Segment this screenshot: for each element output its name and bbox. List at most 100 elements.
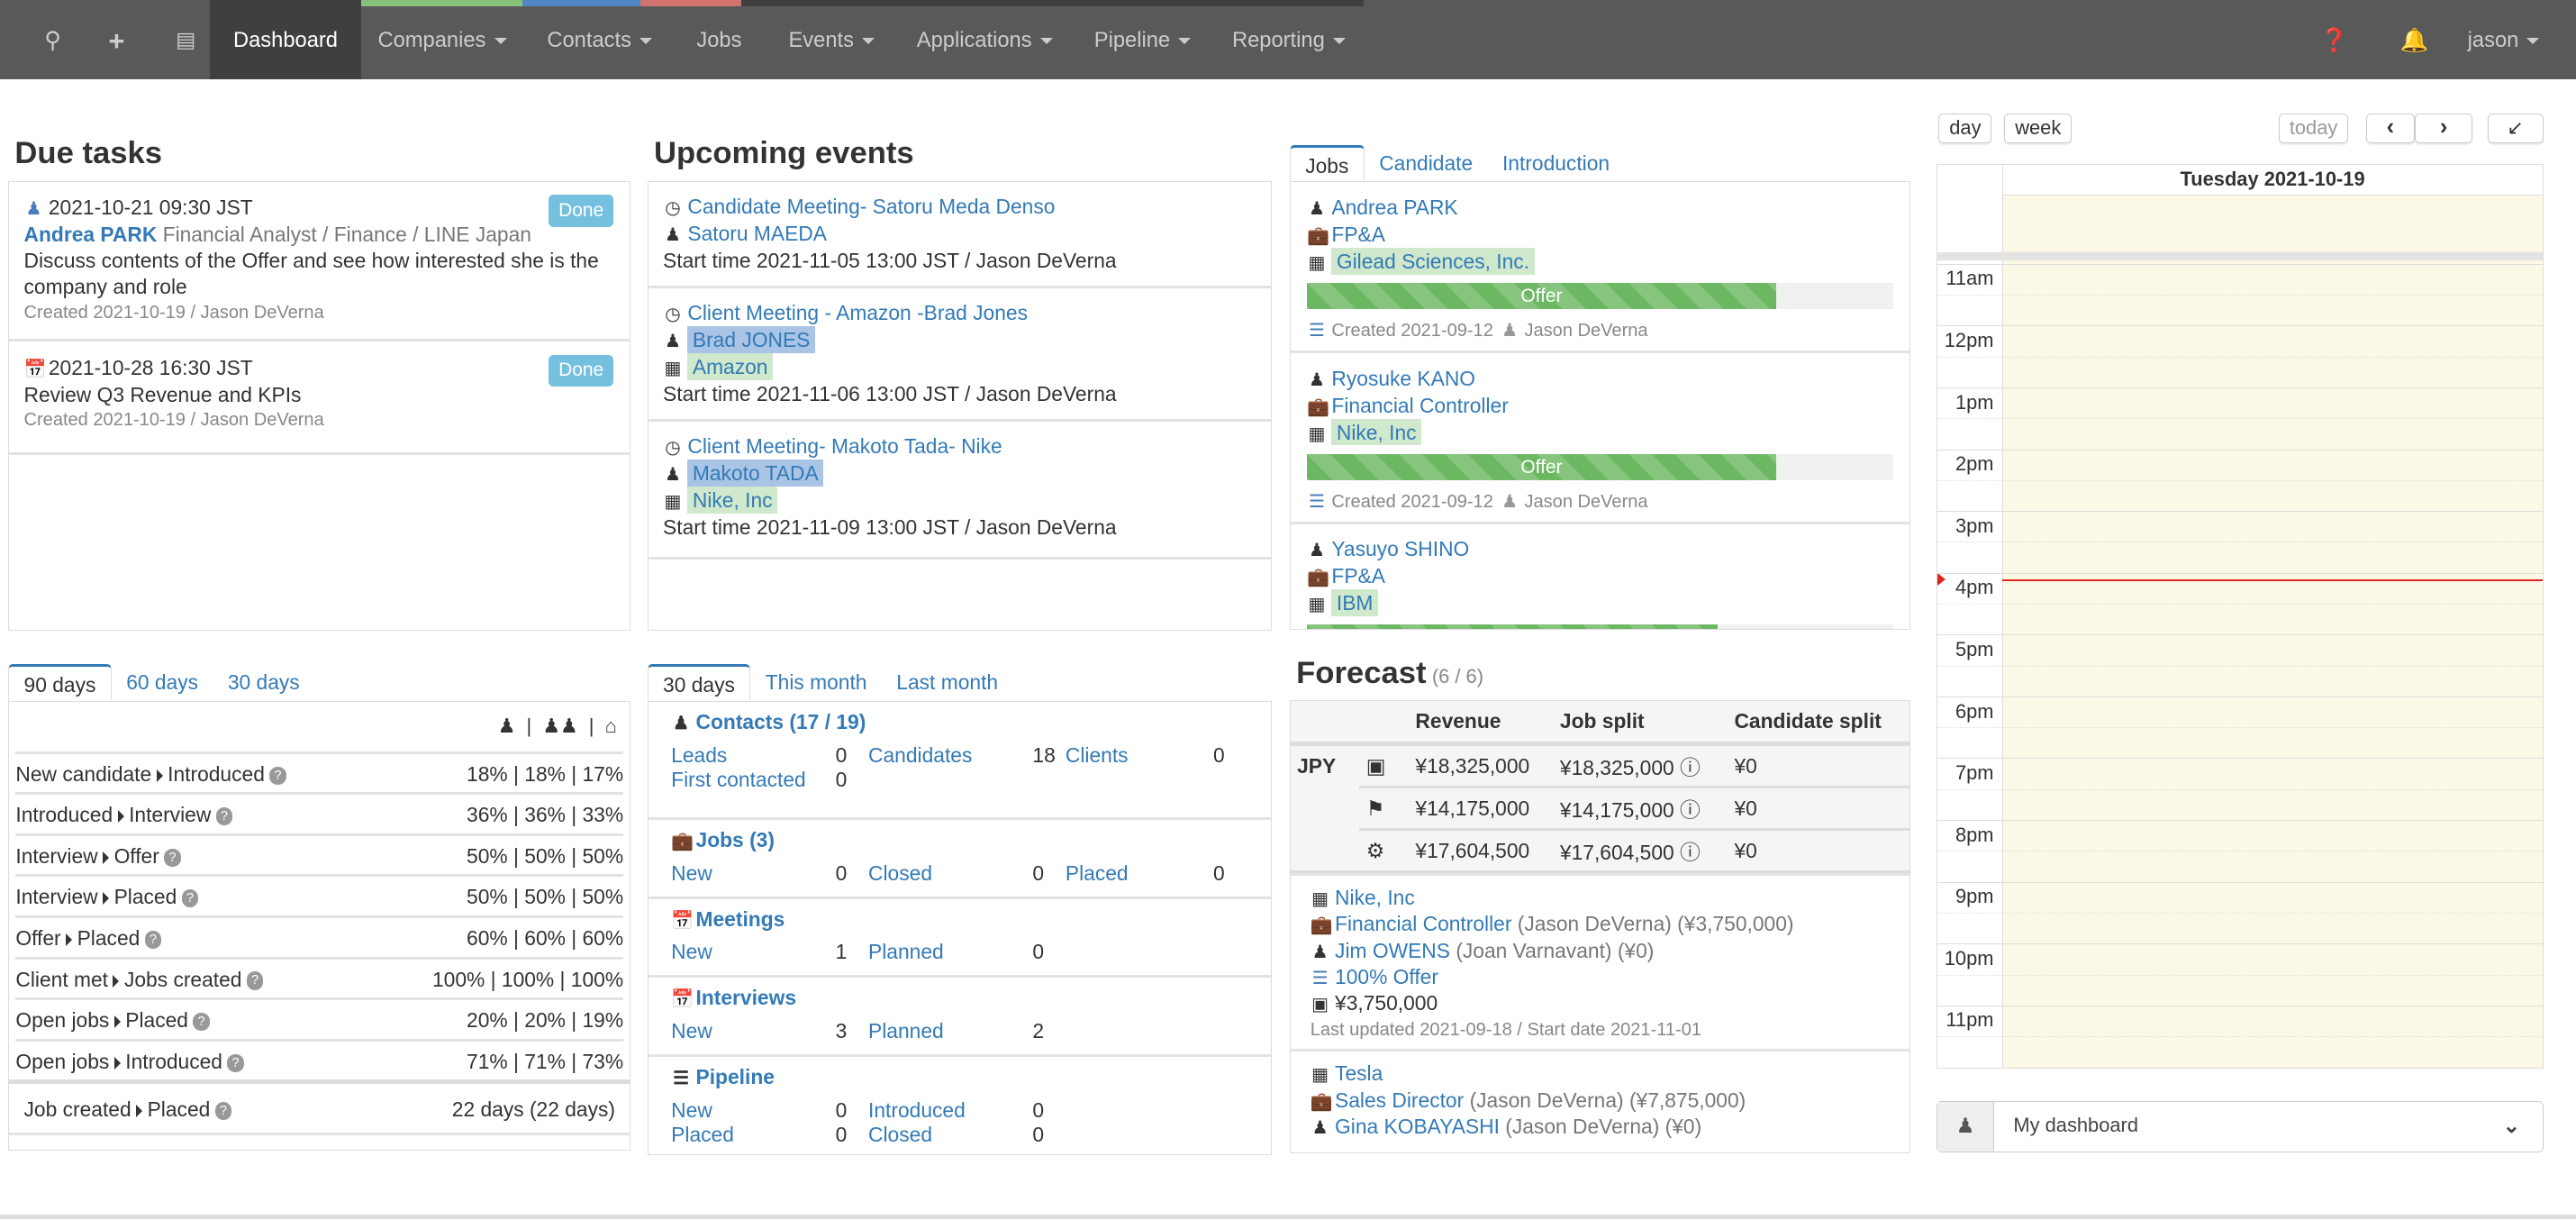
help-icon[interactable]: ?	[246, 971, 264, 990]
pipeline-link[interactable]: Pipeline	[695, 1064, 775, 1088]
help-icon[interactable]: ?	[181, 889, 198, 908]
dashboard-select[interactable]: ♟ My dashboard ⌄	[1937, 1101, 2544, 1152]
event-person-link[interactable]: Brad JONES	[687, 326, 815, 353]
pipeline-person-link[interactable]: Ryosuke KANO	[1331, 366, 1476, 390]
nav-events[interactable]: Events	[766, 0, 898, 79]
pipeline-item[interactable]: ♟ Andrea PARK 💼 FP&A ▦ Gilead Sciences, Inc. O…	[1290, 182, 1910, 354]
event-item[interactable]: ◷ Client Meeting - Amazon -Brad Jones ♟ Br…	[648, 288, 1271, 422]
meetings-planned-link[interactable]: Planned	[868, 940, 944, 964]
user-menu[interactable]: jason	[2444, 0, 2562, 79]
pipeline-closed-link[interactable]: Closed	[868, 1122, 932, 1146]
forecast-person-link[interactable]: Jim OWENS	[1335, 938, 1450, 962]
today-button[interactable]: today	[2278, 113, 2349, 143]
nav-contacts[interactable]: Contacts	[524, 0, 676, 79]
forecast-person-link[interactable]: Gina KOBAYASHI	[1335, 1115, 1500, 1139]
pipeline-new-link[interactable]: New	[671, 1097, 712, 1122]
nav-pipeline[interactable]: Pipeline	[1071, 0, 1214, 79]
contacts-link[interactable]: Contacts	[695, 709, 785, 733]
tab-jobs[interactable]: Jobs	[1289, 144, 1365, 182]
tab-this-month[interactable]: This month	[765, 670, 867, 695]
pipeline-company-link[interactable]: IBM	[1331, 589, 1378, 617]
event-person-link[interactable]: Makoto TADA	[687, 460, 824, 487]
done-button[interactable]: Done	[549, 195, 614, 227]
event-item[interactable]: ◷ Client Meeting- Makoto Tada- Nike ♟ Mako…	[648, 422, 1271, 560]
tab-60-days[interactable]: 60 days	[126, 670, 199, 695]
jobs-new-link[interactable]: New	[671, 860, 712, 885]
stage-progress-bar[interactable]: Offer	[1307, 283, 1894, 310]
event-item[interactable]: ◷ Candidate Meeting- Satoru Meda Denso ♟ S…	[648, 182, 1271, 288]
plus-icon[interactable]: +	[108, 25, 125, 57]
event-title-link[interactable]: Candidate Meeting- Satoru Meda Denso	[687, 195, 1056, 219]
pipeline-item[interactable]: ♟Yasuyo SHINO💼FP&A▦IBMFinal Interview	[1291, 524, 1909, 629]
stage-progress-bar[interactable]: Offer	[1307, 453, 1894, 480]
pipeline-job-link[interactable]: FP&A	[1331, 564, 1385, 588]
interviews-new-link[interactable]: New	[671, 1018, 712, 1042]
first-contacted-link[interactable]: First contacted	[671, 767, 806, 791]
day-column[interactable]	[2001, 260, 2543, 1068]
help-icon[interactable]: ?	[144, 930, 162, 949]
pipeline-placed-link[interactable]: Placed	[671, 1122, 734, 1146]
nav-companies[interactable]: Companies	[355, 0, 530, 79]
done-button[interactable]: Done	[549, 354, 614, 387]
leads-link[interactable]: Leads	[671, 742, 728, 767]
nav-reporting[interactable]: Reporting	[1209, 0, 1368, 79]
pipeline-job-link[interactable]: Financial Controller	[1331, 393, 1509, 417]
task-item[interactable]: 📅 2021-10-28 16:30 JST Review Q3 Revenue …	[9, 341, 630, 456]
pipeline-job-link[interactable]: FP&A	[1331, 222, 1385, 246]
task-contact-link[interactable]: Andrea PARK	[23, 223, 158, 247]
all-day-slot[interactable]	[2001, 195, 2543, 253]
pipeline-company-link[interactable]: Nike, Inc	[1331, 418, 1422, 446]
help-icon[interactable]: ?	[269, 766, 286, 785]
tab-last-month[interactable]: Last month	[896, 670, 999, 695]
stage-progress-bar[interactable]: Final Interview	[1307, 624, 1894, 629]
pipeline-introduced-link[interactable]: Introduced	[868, 1097, 966, 1122]
interviews-planned-link[interactable]: Planned	[868, 1018, 944, 1042]
nav-applications[interactable]: Applications	[893, 0, 1075, 79]
help-icon[interactable]: ?	[214, 1102, 232, 1121]
help-icon[interactable]: ?	[227, 1053, 244, 1072]
help-circle-icon[interactable]: ⓘ	[1680, 797, 1701, 822]
tab-introduction[interactable]: Introduction	[1501, 150, 1610, 175]
jobs-count[interactable]: 3	[756, 828, 768, 852]
expand-icon[interactable]: ↙	[2487, 113, 2544, 143]
event-company-link[interactable]: Amazon	[687, 353, 773, 380]
forecast-company-link[interactable]: Nike, Inc	[1335, 885, 1415, 909]
tab-90-days[interactable]: 90 days	[8, 663, 112, 701]
tab-30-days[interactable]: 30 days	[647, 663, 751, 701]
help-icon[interactable]: ❓	[2319, 28, 2349, 53]
contacts-count-b[interactable]: 19	[836, 709, 859, 733]
event-title-link[interactable]: Client Meeting- Makoto Tada- Nike	[687, 434, 1002, 459]
event-person-link[interactable]: Satoru MAEDA	[687, 222, 827, 246]
forecast-item[interactable]: ▦ Nike, Inc 💼 Financial Controller (Jason …	[1290, 873, 1910, 1049]
jobs-placed-link[interactable]: Placed	[1065, 860, 1129, 885]
help-icon[interactable]: ?	[193, 1013, 210, 1032]
pipeline-item[interactable]: ♟ Ryosuke KANO 💼 Financial Controller ▦ Nike,…	[1290, 353, 1910, 524]
day-view-button[interactable]: day	[1938, 113, 1992, 143]
forecast-item[interactable]: ▦ Tesla 💼 Sales Director (Jason DeVerna) (…	[1290, 1049, 1910, 1147]
nav-jobs[interactable]: Jobs	[674, 0, 765, 79]
task-item[interactable]: ♟ 2021-10-21 09:30 JST Andrea PARK Financ…	[9, 182, 630, 341]
week-view-button[interactable]: week	[2004, 113, 2073, 143]
meetings-link[interactable]: Meetings	[695, 906, 785, 931]
jobs-link[interactable]: Jobs	[695, 828, 744, 852]
candidates-link[interactable]: Candidates	[868, 742, 973, 767]
pipeline-person-link[interactable]: Andrea PARK	[1331, 196, 1458, 220]
interviews-link[interactable]: Interviews	[695, 986, 797, 1010]
jobs-closed-link[interactable]: Closed	[868, 860, 932, 885]
pipeline-company-link[interactable]: Gilead Sciences, Inc.	[1331, 248, 1535, 275]
list-icon[interactable]: ▤	[176, 29, 196, 52]
contacts-count-a[interactable]: 17	[796, 709, 820, 733]
event-company-link[interactable]: Nike, Inc	[687, 487, 778, 514]
help-circle-icon[interactable]: ⓘ	[1680, 840, 1701, 864]
forecast-stage-link[interactable]: 100% Offer	[1335, 965, 1438, 989]
next-button[interactable]: ›	[2415, 113, 2473, 143]
forecast-company-link[interactable]: Tesla	[1335, 1061, 1383, 1086]
prev-button[interactable]: ‹	[2365, 113, 2416, 143]
search-icon[interactable]: ⚲	[44, 28, 61, 53]
tab-30-days[interactable]: 30 days	[227, 670, 300, 695]
clients-link[interactable]: Clients	[1065, 742, 1129, 767]
help-circle-icon[interactable]: ⓘ	[1680, 755, 1701, 779]
help-icon[interactable]: ?	[164, 848, 181, 867]
nav-dashboard[interactable]: Dashboard	[210, 0, 361, 79]
tab-candidate[interactable]: Candidate	[1379, 150, 1474, 175]
